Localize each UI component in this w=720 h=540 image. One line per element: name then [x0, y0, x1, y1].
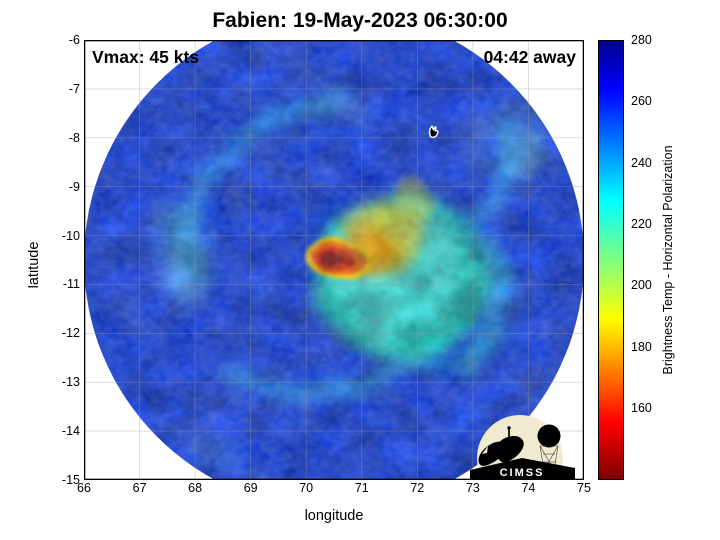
svg-text:CIMSS: CIMSS [500, 467, 545, 479]
svg-text:Brightness Temp - Horizontal P: Brightness Temp - Horizontal Polarizatio… [662, 145, 675, 374]
svg-text:latitude: latitude [28, 242, 42, 289]
